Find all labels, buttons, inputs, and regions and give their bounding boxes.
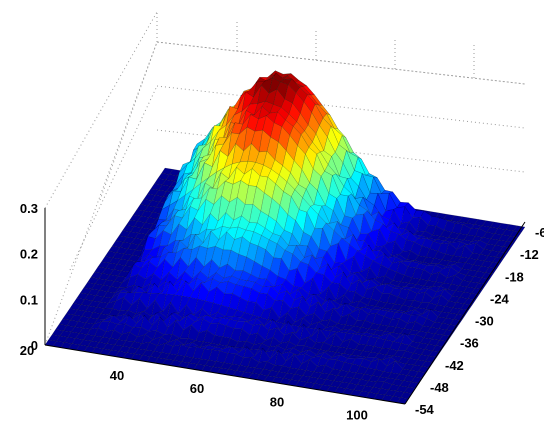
x-axis-line <box>44 344 406 405</box>
z-tick-label: 0.1 <box>20 292 38 307</box>
x-tick-label: 60 <box>190 381 204 396</box>
axes-walls <box>44 11 526 346</box>
grid-line <box>156 41 526 85</box>
z-tick-labels: 0 0.1 0.2 0.3 <box>20 201 38 353</box>
y-tick-label: -48 <box>430 380 449 395</box>
x-tick-label: 100 <box>346 407 368 422</box>
y-tick-label: -18 <box>505 269 524 284</box>
x-tick-label: 20 <box>20 343 34 358</box>
y-axis-line <box>404 221 526 405</box>
y-tick-label: -24 <box>490 291 510 306</box>
x-tick-label: 40 <box>110 368 124 383</box>
grid-line <box>44 11 158 209</box>
grid-line <box>99 41 158 201</box>
grid <box>69 12 526 271</box>
x-tick-labels: 20 40 60 80 100 <box>20 343 368 422</box>
grid-line <box>156 129 526 173</box>
grid-line <box>156 85 526 129</box>
z-tick-label: 0.3 <box>20 201 38 216</box>
y-tick-label: -30 <box>475 314 494 329</box>
y-tick-label: -12 <box>520 247 539 262</box>
x-tick-label: 80 <box>270 394 284 409</box>
y-tick-label: -36 <box>460 336 479 351</box>
z-tick-label: 0.2 <box>20 247 38 262</box>
y-tick-label: -6 <box>535 225 544 240</box>
y-tick-label: -54 <box>415 402 435 417</box>
y-tick-labels: -6 -12 -18 -24 -30 -36 -42 -48 -54 <box>415 225 544 417</box>
z-tick-label: 0 <box>31 338 38 353</box>
axes <box>44 208 526 405</box>
surface <box>44 70 526 405</box>
y-tick-label: -42 <box>445 358 464 373</box>
